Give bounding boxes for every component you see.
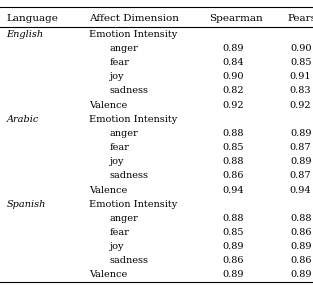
Text: 0.88: 0.88	[223, 214, 244, 223]
Text: 0.90: 0.90	[223, 72, 244, 81]
Text: 0.86: 0.86	[290, 228, 311, 237]
Text: 0.86: 0.86	[223, 171, 244, 180]
Text: 0.92: 0.92	[290, 100, 311, 110]
Text: 0.94: 0.94	[290, 185, 311, 194]
Text: joy: joy	[110, 72, 124, 81]
Text: 0.87: 0.87	[290, 143, 311, 152]
Text: Emotion Intensity: Emotion Intensity	[89, 200, 177, 209]
Text: Spearman: Spearman	[209, 14, 263, 23]
Text: Spanish: Spanish	[6, 200, 46, 209]
Text: 0.82: 0.82	[223, 86, 244, 95]
Text: 0.89: 0.89	[223, 270, 244, 279]
Text: anger: anger	[110, 214, 138, 223]
Text: Valence: Valence	[89, 185, 127, 194]
Text: fear: fear	[110, 58, 129, 67]
Text: fear: fear	[110, 228, 129, 237]
Text: 0.89: 0.89	[290, 157, 311, 166]
Text: joy: joy	[110, 157, 124, 166]
Text: 0.88: 0.88	[223, 157, 244, 166]
Text: 0.89: 0.89	[290, 270, 311, 279]
Text: English: English	[6, 30, 44, 39]
Text: sadness: sadness	[110, 256, 149, 265]
Text: Valence: Valence	[89, 270, 127, 279]
Text: sadness: sadness	[110, 86, 149, 95]
Text: Emotion Intensity: Emotion Intensity	[89, 30, 177, 39]
Text: anger: anger	[110, 44, 138, 53]
Text: 0.89: 0.89	[223, 242, 244, 251]
Text: joy: joy	[110, 242, 124, 251]
Text: Language: Language	[6, 14, 58, 23]
Text: 0.89: 0.89	[223, 44, 244, 53]
Text: fear: fear	[110, 143, 129, 152]
Text: 0.89: 0.89	[290, 242, 311, 251]
Text: 0.91: 0.91	[290, 72, 311, 81]
Text: Affect Dimension: Affect Dimension	[89, 14, 179, 23]
Text: Pearson: Pearson	[287, 14, 313, 23]
Text: 0.85: 0.85	[223, 143, 244, 152]
Text: 0.90: 0.90	[290, 44, 311, 53]
Text: 0.89: 0.89	[290, 129, 311, 138]
Text: 0.88: 0.88	[290, 214, 311, 223]
Text: 0.94: 0.94	[223, 185, 244, 194]
Text: sadness: sadness	[110, 171, 149, 180]
Text: 0.92: 0.92	[223, 100, 244, 110]
Text: 0.85: 0.85	[223, 228, 244, 237]
Text: 0.86: 0.86	[290, 256, 311, 265]
Text: Arabic: Arabic	[6, 115, 38, 124]
Text: 0.83: 0.83	[290, 86, 311, 95]
Text: anger: anger	[110, 129, 138, 138]
Text: Emotion Intensity: Emotion Intensity	[89, 115, 177, 124]
Text: 0.84: 0.84	[223, 58, 244, 67]
Text: 0.88: 0.88	[223, 129, 244, 138]
Text: 0.87: 0.87	[290, 171, 311, 180]
Text: 0.85: 0.85	[290, 58, 311, 67]
Text: Valence: Valence	[89, 100, 127, 110]
Text: 0.86: 0.86	[223, 256, 244, 265]
